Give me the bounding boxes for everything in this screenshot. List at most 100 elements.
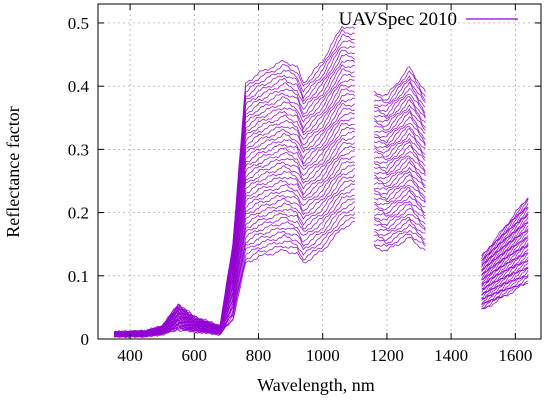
series-segment [374, 78, 426, 108]
spectra-series [113, 25, 529, 339]
series-segment [373, 195, 426, 215]
series-segment [481, 197, 529, 257]
y-tick-labels: 0 0.1 0.2 0.3 0.4 0.5 [68, 14, 90, 349]
series-line [113, 130, 529, 337]
grid-lines [98, 4, 541, 340]
series-segment [113, 198, 355, 338]
series-segment [374, 230, 426, 245]
series-segment [374, 214, 426, 230]
series-segment [373, 104, 426, 131]
series-segment [373, 157, 426, 180]
series-segment [481, 230, 529, 281]
x-tick-label: 1000 [306, 346, 340, 365]
series-segment [481, 256, 529, 296]
series-segment [481, 225, 529, 276]
x-tick-label: 400 [117, 346, 143, 365]
series-segment [481, 216, 529, 271]
series-segment [373, 170, 426, 190]
series-segment [373, 93, 426, 120]
series-line [113, 28, 529, 335]
y-tick-label: 0.3 [68, 140, 89, 159]
series-segment [481, 208, 529, 266]
series-segment [373, 140, 426, 165]
series-segment [373, 179, 426, 201]
x-tick-label: 600 [182, 346, 208, 365]
axis-ticks [98, 4, 541, 340]
series-line [113, 25, 529, 334]
series-line [114, 88, 529, 336]
series-line [114, 54, 529, 336]
y-tick-label: 0 [81, 330, 90, 349]
series-line [114, 103, 529, 336]
series-segment [373, 81, 426, 113]
series-segment [481, 207, 529, 264]
series-segment [374, 200, 426, 217]
series-segment [481, 260, 529, 299]
y-axis-label: Reflectance factor [3, 106, 23, 237]
series-segment [373, 122, 426, 147]
series-line [113, 93, 529, 336]
series-segment [113, 25, 356, 334]
series-segment [373, 96, 426, 123]
series-line [113, 126, 529, 337]
series-segment [373, 236, 426, 252]
series-line [113, 33, 529, 335]
y-tick-label: 0.1 [68, 267, 89, 286]
series-segment [481, 270, 529, 306]
series-line [114, 107, 529, 337]
series-line [113, 46, 529, 335]
x-tick-label: 1400 [434, 346, 468, 365]
series-line [113, 97, 529, 336]
series-segment [481, 202, 529, 261]
series-segment [374, 216, 426, 232]
series-segment [373, 151, 426, 174]
series-segment [481, 198, 529, 262]
series-segment [481, 239, 529, 286]
series-segment [374, 127, 426, 154]
legend: UAVSpec 2010 [339, 9, 518, 30]
series-segment [373, 116, 426, 144]
series-segment [374, 187, 426, 206]
x-axis-label: Wavelength, nm [257, 375, 375, 395]
series-segment [373, 108, 426, 134]
series-line [113, 198, 529, 338]
legend-entry-label: UAVSpec 2010 [339, 9, 457, 30]
series-segment [373, 137, 426, 160]
series-segment [373, 75, 426, 104]
series-segment [374, 185, 426, 203]
series-segment [374, 218, 426, 237]
series-line [113, 111, 529, 336]
series-segment [373, 87, 426, 118]
series-segment [374, 98, 426, 128]
series-segment [373, 144, 426, 169]
y-tick-label: 0.4 [68, 77, 90, 96]
y-tick-label: 0.2 [68, 204, 89, 223]
series-segment [373, 233, 426, 247]
series-segment [373, 223, 426, 242]
series-segment [481, 280, 529, 310]
series-segment [481, 211, 529, 266]
x-tick-labels: 400 600 800 1000 1200 1400 1600 [117, 346, 532, 365]
series-segment [481, 245, 529, 290]
series-segment [373, 166, 426, 188]
series-segment [374, 70, 426, 101]
series-segment [373, 110, 426, 139]
y-tick-label: 0.5 [68, 14, 89, 33]
x-tick-label: 800 [246, 346, 272, 365]
series-segment [373, 125, 426, 149]
series-segment [481, 276, 529, 310]
series-segment [481, 262, 529, 300]
series-line [114, 68, 529, 336]
x-tick-label: 1200 [370, 346, 404, 365]
series-segment [481, 248, 529, 290]
series-segment [373, 155, 426, 175]
series-line [113, 59, 529, 336]
series-segment [373, 66, 426, 97]
series-segment [373, 160, 426, 184]
series-line [113, 117, 529, 337]
series-segment [373, 208, 426, 227]
x-tick-label: 1600 [498, 346, 532, 365]
series-segment [373, 189, 426, 211]
series-segment [373, 132, 426, 158]
